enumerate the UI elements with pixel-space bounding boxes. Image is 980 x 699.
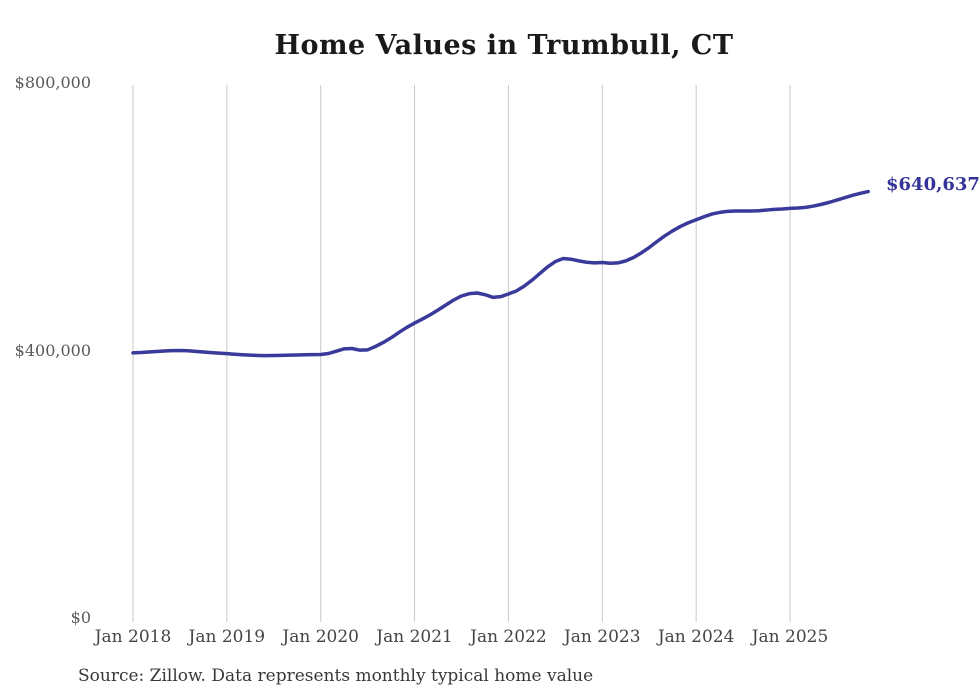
y-axis-label: $800,000 <box>14 73 91 92</box>
x-axis-label: Jan 2024 <box>657 627 735 647</box>
x-axis-label: Jan 2019 <box>188 627 266 647</box>
home-value-line <box>131 189 870 358</box>
y-axis-label: $400,000 <box>14 340 91 360</box>
x-axis-label: Jan 2021 <box>376 627 453 647</box>
x-axis-label: Jan 2018 <box>94 627 172 647</box>
x-axis-label: Jan 2022 <box>470 627 547 647</box>
x-axis-label: Jan 2020 <box>282 627 359 647</box>
end-value-label: $640,637 <box>886 174 980 195</box>
y-axis-label: $0 <box>70 608 91 627</box>
x-axis-label: Jan 2025 <box>751 627 829 647</box>
chart-title: Home Values in Trumbull, CT <box>274 30 734 61</box>
source-note: Source: Zillow. Data represents monthly … <box>78 666 594 686</box>
x-axis-label: Jan 2023 <box>563 627 641 647</box>
